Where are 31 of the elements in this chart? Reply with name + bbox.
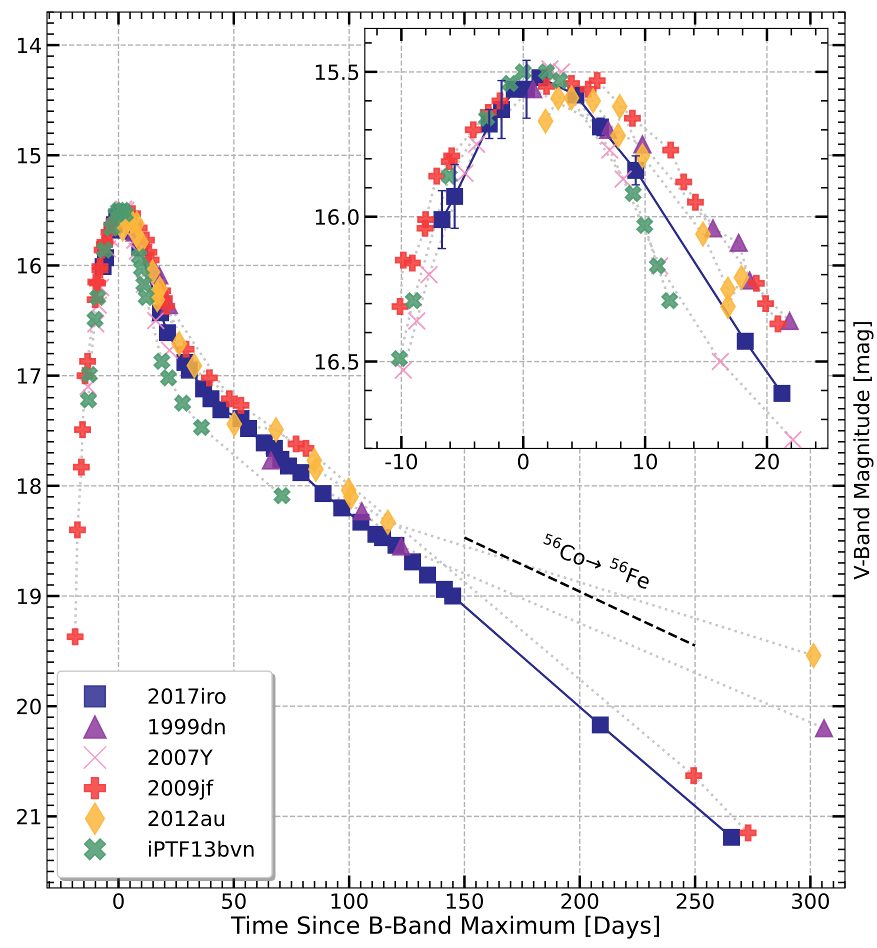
y-tick-label: 20 xyxy=(17,698,41,714)
x-tick-label: 250 xyxy=(676,893,714,909)
legend-label: 2009jf xyxy=(148,780,214,800)
y-tick-label: 16.5 xyxy=(316,354,358,370)
x-tick-label: 20 xyxy=(755,454,779,470)
y-tick-label: 19 xyxy=(18,588,41,604)
x-tick-label: -10 xyxy=(385,454,418,470)
x-tick-label: 0 xyxy=(113,893,124,909)
legend-label: iPTF13bvn xyxy=(148,840,254,857)
legend-label: 2012au xyxy=(148,810,224,826)
y-tick-label: 18 xyxy=(18,478,41,494)
annotation: $^{56}$Co→ $^{56}$Fe xyxy=(540,533,653,590)
y-tick-label: 16 xyxy=(18,258,41,274)
y-tick-label: 17 xyxy=(18,368,40,384)
legend-label: 2017iro xyxy=(148,688,226,704)
y-tick-label: 21 xyxy=(17,808,40,824)
x-tick-label: 200 xyxy=(561,893,598,909)
y-tick-label: 14 xyxy=(18,38,41,54)
y-tick-label: 16.0 xyxy=(316,209,359,225)
legend-label: 2007Y xyxy=(148,749,213,766)
y-axis-title: V-Band Magnitude [mag] xyxy=(853,322,874,580)
y-tick-label: 15 xyxy=(18,148,40,164)
x-tick-label: 300 xyxy=(792,893,829,909)
x-tick-label: 0 xyxy=(518,454,528,470)
x-tick-label: 10 xyxy=(634,454,657,470)
x-tick-label: 100 xyxy=(332,893,368,909)
y-tick-label: 15.5 xyxy=(316,64,358,80)
x-tick-label: 50 xyxy=(222,893,246,909)
x-axis-title: Time Since B-Band Maximum [Days] xyxy=(230,916,659,939)
legend-label: 1999dn xyxy=(149,718,225,735)
x-tick-label: 150 xyxy=(446,893,483,909)
